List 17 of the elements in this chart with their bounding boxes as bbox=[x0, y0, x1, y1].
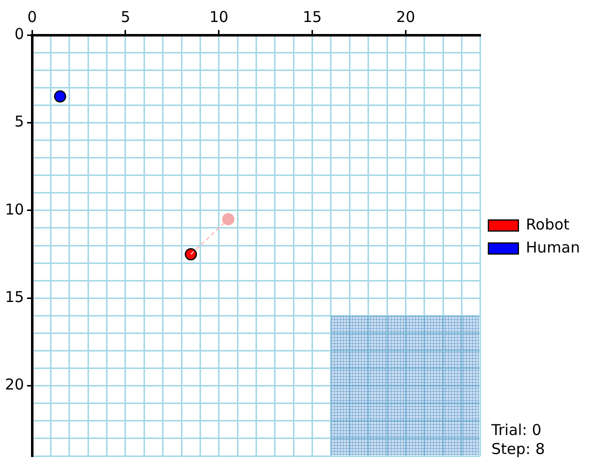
text: Step: 8 bbox=[491, 440, 545, 458]
y-tick-label: 20 bbox=[4, 376, 24, 394]
legend-label: Robot bbox=[526, 215, 570, 234]
x-tick-label: 5 bbox=[120, 8, 130, 26]
y-tick-label: 10 bbox=[4, 200, 24, 218]
x-tick-label: 0 bbox=[27, 8, 37, 26]
x-tick-label: 15 bbox=[302, 8, 322, 26]
point bbox=[222, 213, 234, 226]
x-tick-label: 20 bbox=[396, 8, 416, 26]
y-tick-label: 15 bbox=[4, 288, 24, 306]
legend-label: Human bbox=[526, 238, 580, 256]
point bbox=[184, 248, 197, 260]
text: Trial: 0 bbox=[490, 421, 542, 439]
x-tick-label: 10 bbox=[209, 8, 228, 26]
y-tick-label: 5 bbox=[14, 112, 24, 131]
point bbox=[54, 90, 66, 102]
y-tick-label: 0 bbox=[14, 24, 24, 43]
